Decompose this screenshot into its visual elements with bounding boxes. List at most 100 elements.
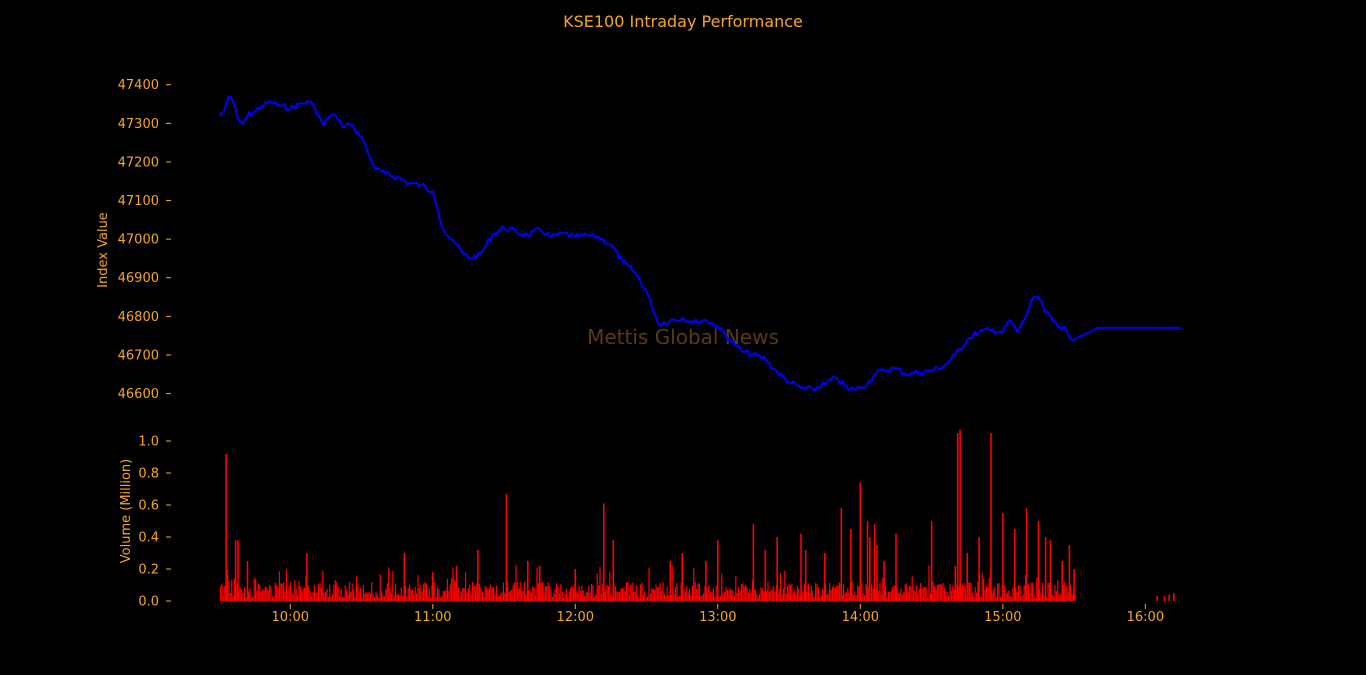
- volume-bar-minor: [362, 584, 364, 601]
- volume-bar: [850, 529, 852, 601]
- volume-bar-minor: [588, 585, 590, 601]
- volume-bar-minor: [903, 591, 905, 601]
- volume-bar: [538, 565, 541, 601]
- volume-bar-minor: [430, 597, 432, 601]
- volume-bar-minor: [396, 594, 398, 601]
- volume-bar-minor: [364, 593, 366, 601]
- volume-bar: [823, 553, 826, 601]
- volume-bar-minor: [857, 585, 859, 601]
- volume-bar-minor: [726, 589, 728, 601]
- volume-bar: [574, 569, 577, 601]
- volume-bar-minor: [659, 582, 661, 601]
- volume-bar-minor: [273, 597, 275, 601]
- volume-bar-minor: [897, 593, 899, 601]
- volume-bar-minor: [392, 571, 394, 601]
- volume-bar-minor: [715, 585, 717, 601]
- volume-bar: [1049, 540, 1052, 601]
- volume-bar-minor: [284, 591, 286, 601]
- volume-bar-minor: [378, 597, 380, 601]
- volume-bar-minor: [445, 589, 447, 601]
- volume-bar: [432, 572, 434, 601]
- x-tick-label: 10:00: [272, 610, 309, 625]
- volume-bar-minor: [992, 589, 994, 601]
- volume-bar-minor: [427, 594, 429, 601]
- volume-bar-minor: [438, 589, 440, 601]
- volume-bar-minor: [861, 584, 863, 601]
- volume-bar-minor: [644, 590, 646, 601]
- volume-bar-minor: [501, 592, 503, 601]
- volume-bar-minor: [400, 587, 402, 601]
- volume-bar-minor: [942, 583, 944, 601]
- volume-bar-minor: [892, 586, 894, 601]
- volume-bar-minor: [556, 583, 558, 601]
- volume-bar-minor: [661, 591, 663, 601]
- volume-bar-minor: [845, 592, 847, 601]
- volume-bar-minor: [841, 595, 843, 601]
- volume-bar-minor: [967, 582, 969, 601]
- volume-bar-minor: [451, 577, 453, 601]
- volume-bar-minor: [858, 586, 860, 601]
- volume-bar-minor: [340, 589, 342, 601]
- volume-bar-minor: [668, 595, 670, 601]
- price-y-tick-label: 47400: [118, 78, 159, 93]
- volume-bar-minor: [1025, 574, 1027, 601]
- volume-bar-minor: [983, 578, 985, 601]
- volume-bar-minor: [781, 594, 783, 601]
- volume-bar-minor: [882, 577, 884, 601]
- volume-bar-minor: [949, 584, 951, 601]
- volume-bar-minor: [420, 585, 422, 601]
- volume-bar-minor: [634, 591, 636, 601]
- volume-bar-minor: [890, 590, 892, 601]
- volume-bar-minor: [274, 582, 276, 601]
- volume-bar-minor: [799, 596, 801, 601]
- volume-bar-minor: [1029, 593, 1031, 601]
- volume-bar-minor: [413, 594, 415, 601]
- volume-bar-minor: [838, 582, 840, 601]
- volume-bar-minor: [586, 591, 588, 601]
- volume-bar: [1044, 537, 1047, 601]
- volume-bar-minor: [444, 591, 446, 601]
- volume-bar-minor: [582, 590, 584, 601]
- volume-bar-minor: [537, 583, 539, 601]
- volume-bar-minor: [729, 588, 731, 601]
- volume-bar-minor: [808, 583, 810, 601]
- volume-bar: [866, 521, 869, 601]
- volume-bar-minor: [486, 587, 488, 601]
- volume-bar-minor: [435, 596, 437, 601]
- volume-bar-minor: [950, 591, 952, 601]
- volume-bar-minor: [696, 588, 698, 601]
- volume-bar: [612, 540, 615, 601]
- volume-bar-minor: [460, 591, 462, 601]
- volume-bar-minor: [1006, 593, 1008, 601]
- volume-bar-minor: [260, 592, 262, 601]
- volume-bar-minor: [543, 592, 545, 601]
- volume-bar-minor: [368, 592, 370, 601]
- volume-bar-minor: [584, 595, 586, 601]
- volume-bar-minor: [714, 596, 716, 601]
- volume-bar-minor: [633, 592, 635, 601]
- volume-bar-minor: [572, 587, 574, 601]
- volume-bar: [895, 533, 897, 601]
- volume-bar-minor: [323, 592, 325, 601]
- volume-bar-minor: [487, 589, 489, 601]
- volume-bar-minor: [724, 591, 726, 601]
- volume-bar-minor: [287, 589, 289, 601]
- volume-bar-minor: [463, 588, 465, 601]
- volume-bar-minor: [782, 588, 784, 601]
- volume-bar-minor: [1030, 582, 1032, 601]
- volume-bar-minor: [337, 586, 339, 601]
- volume-bar-minor: [971, 592, 973, 601]
- volume-bar-minor: [553, 593, 555, 601]
- volume-bar-minor: [831, 587, 833, 601]
- volume-bar-minor: [766, 591, 768, 601]
- volume-bar-minor: [906, 583, 908, 601]
- volume-bar-minor: [1004, 585, 1006, 601]
- volume-bar-minor: [1069, 585, 1071, 601]
- volume-bar-minor: [596, 573, 598, 601]
- volume-bar-minor: [467, 588, 469, 601]
- volume-bar-minor: [880, 594, 882, 601]
- volume-bar-minor: [728, 590, 730, 601]
- volume-bar-minor: [939, 584, 941, 601]
- volume-bar-minor: [1071, 594, 1073, 601]
- volume-bar: [717, 540, 719, 601]
